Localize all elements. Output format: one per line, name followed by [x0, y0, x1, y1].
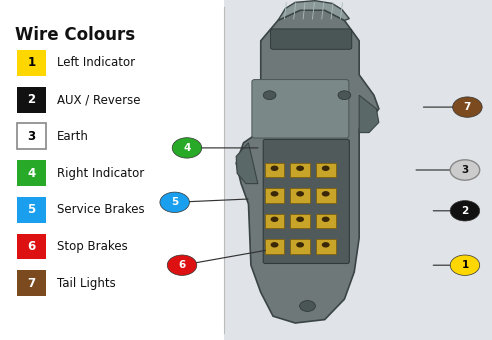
Text: 5: 5: [28, 203, 35, 216]
Polygon shape: [359, 95, 379, 133]
Circle shape: [450, 201, 480, 221]
Text: 2: 2: [28, 93, 35, 106]
FancyBboxPatch shape: [17, 270, 46, 296]
FancyBboxPatch shape: [0, 0, 224, 340]
Text: 1: 1: [28, 56, 35, 69]
Circle shape: [322, 242, 330, 248]
FancyBboxPatch shape: [17, 197, 46, 223]
Circle shape: [338, 91, 351, 100]
FancyBboxPatch shape: [316, 163, 336, 177]
Circle shape: [263, 91, 276, 100]
Text: 3: 3: [28, 130, 35, 143]
Circle shape: [271, 242, 278, 248]
Text: 1: 1: [461, 260, 468, 270]
Text: 6: 6: [28, 240, 35, 253]
Polygon shape: [236, 143, 258, 184]
Polygon shape: [236, 10, 379, 323]
FancyBboxPatch shape: [17, 123, 46, 149]
Text: Stop Brakes: Stop Brakes: [57, 240, 127, 253]
FancyBboxPatch shape: [17, 234, 46, 259]
Circle shape: [160, 192, 189, 212]
Circle shape: [296, 242, 304, 248]
Text: Tail Lights: Tail Lights: [57, 277, 115, 290]
Circle shape: [296, 217, 304, 222]
FancyBboxPatch shape: [17, 87, 46, 113]
Text: 7: 7: [28, 277, 35, 290]
Text: Right Indicator: Right Indicator: [57, 167, 144, 180]
Circle shape: [296, 166, 304, 171]
Text: 7: 7: [464, 102, 471, 112]
FancyBboxPatch shape: [265, 239, 284, 254]
Circle shape: [322, 217, 330, 222]
FancyBboxPatch shape: [316, 188, 336, 203]
Circle shape: [296, 191, 304, 197]
Circle shape: [322, 166, 330, 171]
Text: AUX / Reverse: AUX / Reverse: [57, 93, 140, 106]
Circle shape: [271, 166, 278, 171]
FancyBboxPatch shape: [265, 214, 284, 228]
Circle shape: [322, 191, 330, 197]
Circle shape: [167, 255, 197, 275]
Text: 4: 4: [184, 143, 190, 153]
FancyBboxPatch shape: [263, 139, 349, 264]
Text: 2: 2: [461, 206, 468, 216]
Circle shape: [172, 138, 202, 158]
Circle shape: [450, 255, 480, 275]
FancyBboxPatch shape: [290, 163, 310, 177]
Text: Left Indicator: Left Indicator: [57, 56, 135, 69]
FancyBboxPatch shape: [265, 163, 284, 177]
FancyBboxPatch shape: [316, 239, 336, 254]
Circle shape: [300, 301, 315, 311]
Text: Wire Colours: Wire Colours: [15, 26, 135, 44]
FancyBboxPatch shape: [17, 160, 46, 186]
Circle shape: [271, 191, 278, 197]
FancyBboxPatch shape: [316, 214, 336, 228]
FancyBboxPatch shape: [271, 29, 352, 49]
FancyBboxPatch shape: [290, 239, 310, 254]
Circle shape: [450, 160, 480, 180]
Text: 4: 4: [28, 167, 35, 180]
Circle shape: [271, 217, 278, 222]
Text: 3: 3: [461, 165, 468, 175]
Polygon shape: [278, 1, 349, 20]
FancyBboxPatch shape: [252, 80, 349, 138]
FancyBboxPatch shape: [290, 214, 310, 228]
Text: Earth: Earth: [57, 130, 89, 143]
FancyBboxPatch shape: [290, 188, 310, 203]
Text: Service Brakes: Service Brakes: [57, 203, 144, 216]
Circle shape: [453, 97, 482, 117]
Text: 6: 6: [179, 260, 185, 270]
FancyBboxPatch shape: [265, 188, 284, 203]
FancyBboxPatch shape: [17, 50, 46, 76]
Text: 5: 5: [171, 197, 178, 207]
